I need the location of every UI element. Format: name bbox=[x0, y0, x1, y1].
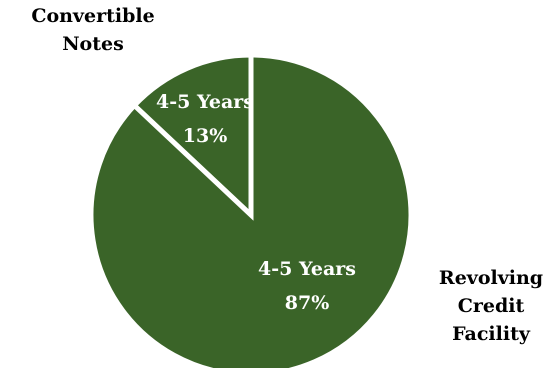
slice-label-line: 4-5 Years bbox=[258, 258, 356, 280]
category-label-convertible-notes: Convertible Notes bbox=[18, 2, 168, 58]
category-label-line: Revolving bbox=[438, 267, 544, 289]
slice-label-line: 4-5 Years bbox=[156, 91, 254, 113]
slice-percent-label: 13% bbox=[183, 125, 228, 147]
category-label-line: Facility bbox=[452, 323, 530, 345]
category-label-line: Convertible bbox=[31, 5, 155, 27]
slice-percent-label: 87% bbox=[285, 292, 330, 314]
pie-slice-revolving-credit-facility bbox=[88, 52, 414, 368]
category-label-revolving-credit-facility: Revolving Credit Facility bbox=[416, 264, 560, 348]
pie-slice-convertible-notes bbox=[130, 52, 254, 221]
category-label-line: Notes bbox=[62, 33, 124, 55]
category-label-line: Credit bbox=[457, 295, 525, 317]
